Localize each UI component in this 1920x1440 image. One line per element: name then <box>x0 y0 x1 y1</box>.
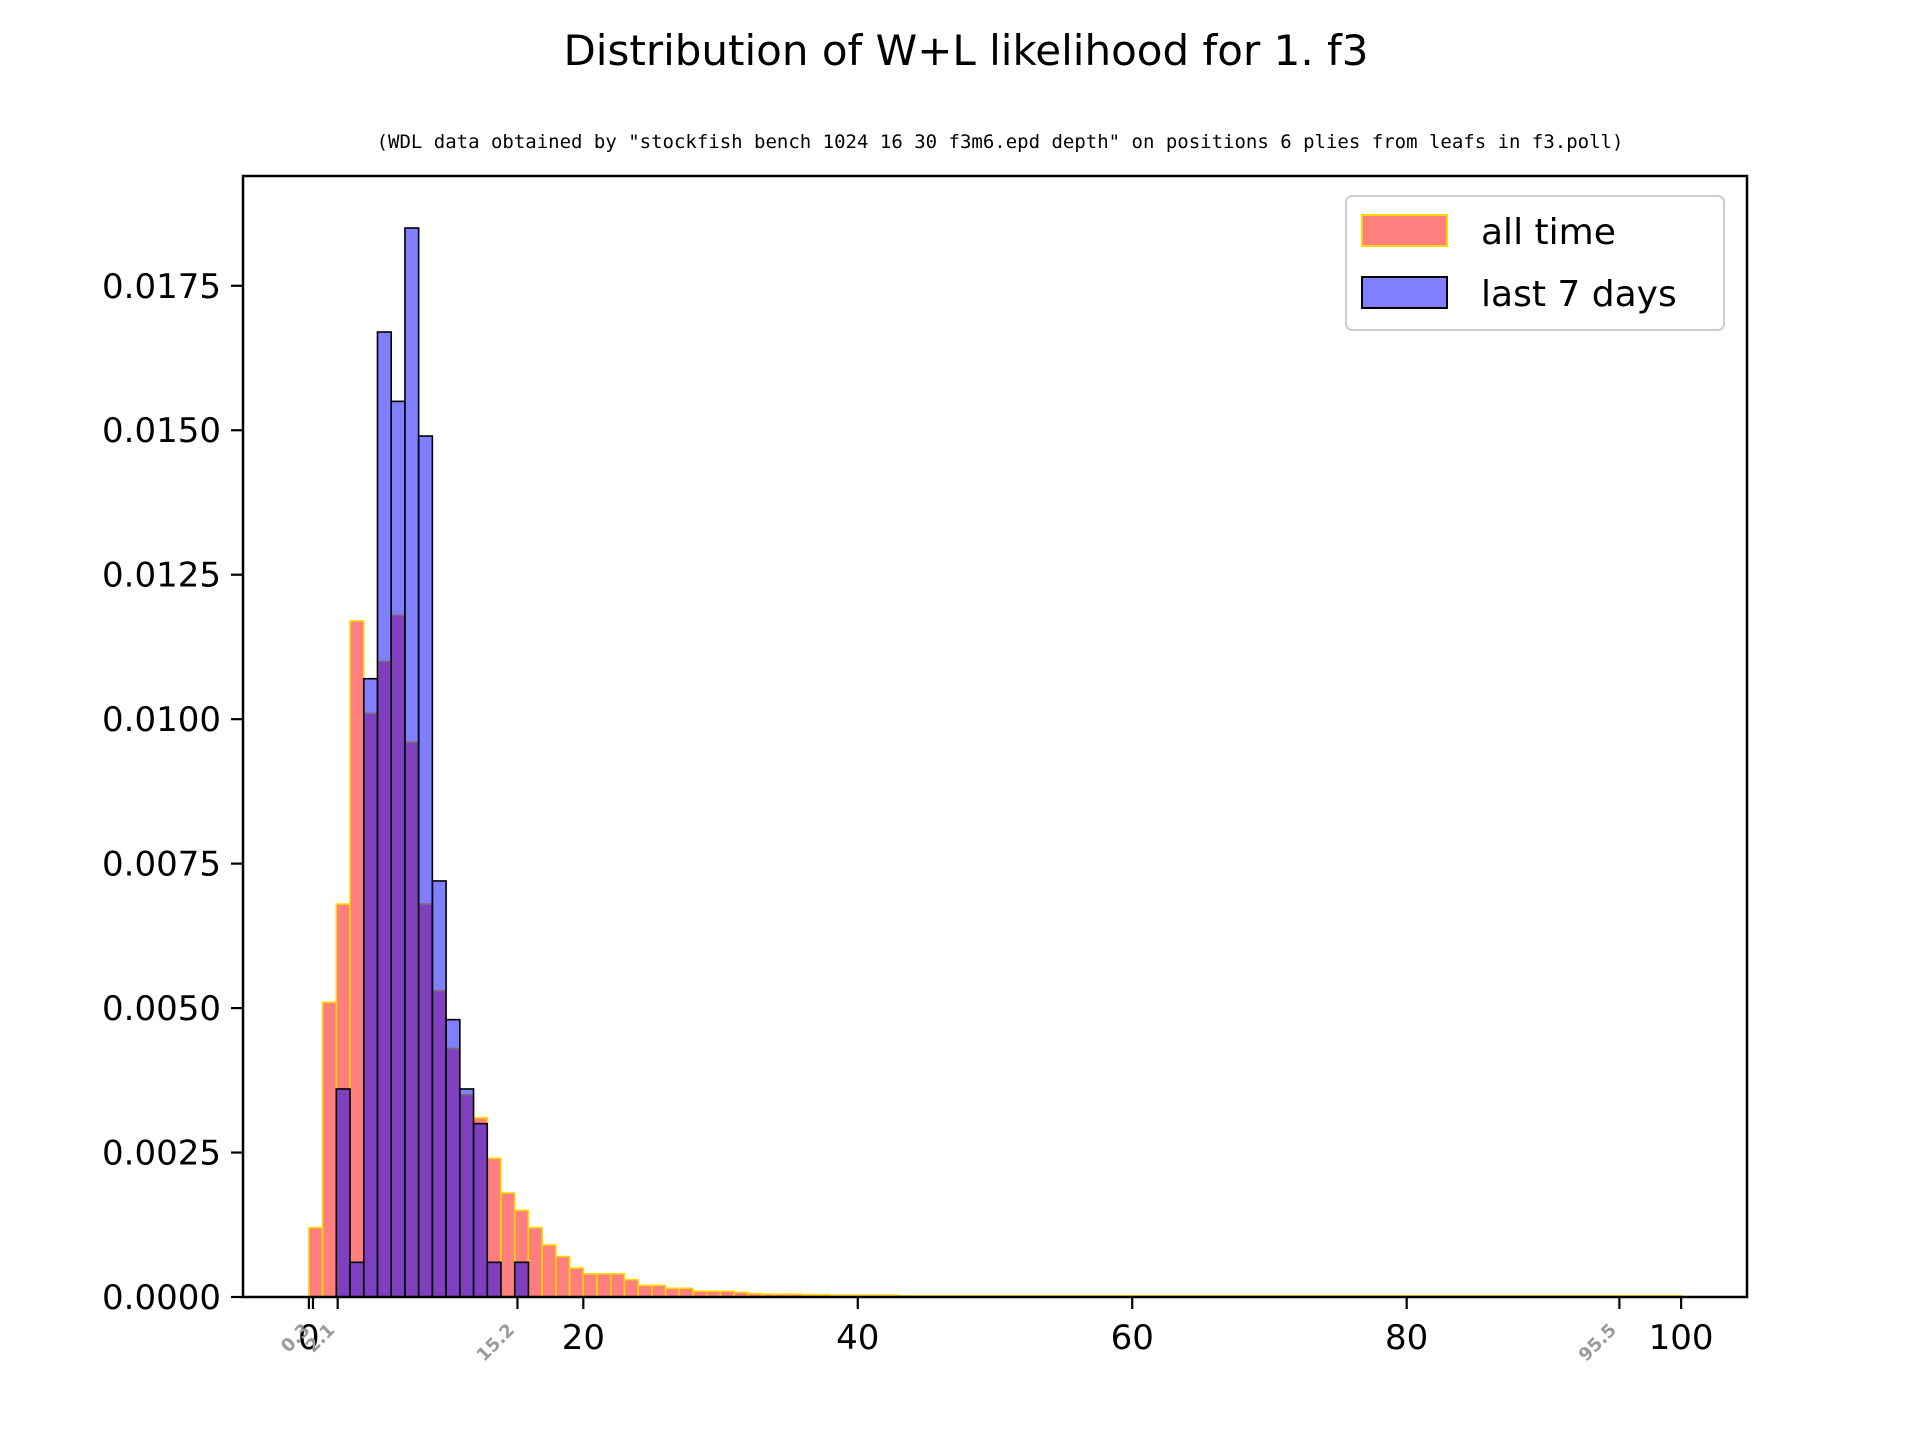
y-tick-label: 0.0000 <box>102 1278 221 1318</box>
x-tick-label: 0 <box>298 1318 320 1358</box>
bar-all-time <box>651 1284 667 1298</box>
bar-last-7-days <box>472 1122 489 1298</box>
y-axis-ticks: 0.0000 0.0025 0.0050 0.0075 0.0100 0.0125 0.01… <box>102 267 243 1318</box>
legend-swatch-all-time <box>1361 214 1448 247</box>
series-last-7-days <box>335 227 530 1298</box>
bar-last-7-days <box>349 1261 365 1298</box>
bar-all-time <box>568 1267 585 1298</box>
plot-frame <box>241 174 1749 1299</box>
y-tick-label: 0.0075 <box>102 845 221 885</box>
bar-last-7-days <box>431 880 447 1298</box>
bar-last-7-days <box>362 677 379 1298</box>
y-tick-label: 0.0100 <box>102 700 221 740</box>
x-tick-label: 40 <box>836 1318 879 1358</box>
y-tick-label: 0.0050 <box>102 989 221 1029</box>
legend-label-last-7-days: last 7 days <box>1481 274 1677 315</box>
bar-all-time <box>678 1287 694 1298</box>
x-axis-ticks: 0 20 40 60 80 100 <box>298 1297 1714 1358</box>
series-all-time <box>308 614 1682 1298</box>
legend: all time last 7 days <box>1345 195 1725 331</box>
x-tick-label: 80 <box>1385 1318 1428 1358</box>
bar-all-time <box>664 1287 681 1298</box>
y-tick-label: 0.0025 <box>102 1134 221 1174</box>
bar-last-7-days <box>335 1088 351 1298</box>
bar-last-7-days <box>513 1261 530 1298</box>
bar-all-time <box>637 1284 653 1298</box>
bar-all-time <box>555 1255 571 1298</box>
bar-all-time <box>321 1001 338 1298</box>
bar-all-time <box>623 1278 640 1298</box>
bar-last-7-days <box>390 400 406 1298</box>
marker-tick-label: 15.2 <box>473 1320 519 1366</box>
bar-all-time <box>500 1192 516 1298</box>
marker-tick-label: 95.5 <box>1575 1320 1621 1366</box>
legend-swatch-last-7-days <box>1361 276 1448 309</box>
bar-last-7-days <box>486 1261 502 1298</box>
chart-title: Distribution of W+L likelihood for 1. f3 <box>563 26 1368 75</box>
bar-last-7-days <box>445 1018 461 1298</box>
bar-last-7-days <box>404 227 420 1298</box>
y-tick-label: 0.0125 <box>102 556 221 596</box>
x-tick-label: 100 <box>1649 1318 1714 1358</box>
x-tick-label: 20 <box>562 1318 605 1358</box>
bar-all-time <box>349 620 365 1298</box>
x-tick-label: 60 <box>1111 1318 1154 1358</box>
bar-last-7-days <box>376 331 393 1298</box>
bar-last-7-days <box>459 1088 475 1298</box>
bar-all-time <box>596 1273 612 1298</box>
y-tick-label: 0.0175 <box>102 267 221 307</box>
bar-all-time <box>541 1244 557 1298</box>
bar-all-time <box>582 1273 598 1298</box>
y-tick-label: 0.0150 <box>102 411 221 451</box>
bar-all-time <box>527 1226 543 1298</box>
bar-last-7-days <box>417 435 434 1298</box>
legend-label-all-time: all time <box>1481 212 1616 253</box>
bar-all-time <box>308 1226 324 1298</box>
chart-subtitle: (WDL data obtained by "stockfish bench 1… <box>377 131 1624 153</box>
bar-all-time <box>609 1273 626 1298</box>
